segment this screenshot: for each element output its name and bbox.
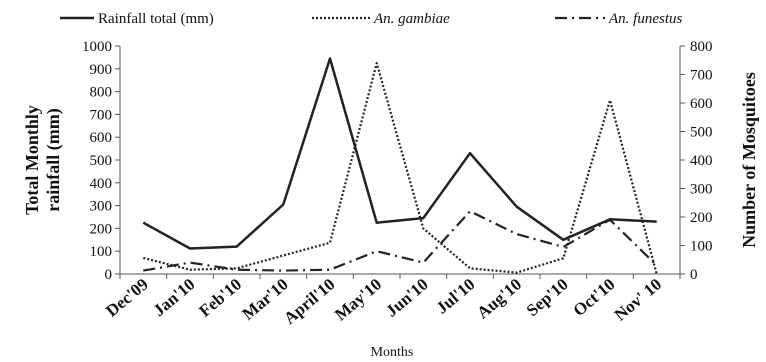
left-axis-title-line1: Total Monthly bbox=[22, 105, 42, 215]
left-tick-label: 800 bbox=[90, 85, 113, 101]
left-tick-label: 100 bbox=[90, 244, 113, 260]
right-axis-ticks: 0 100 200 300 400 500 600 700 800 bbox=[680, 39, 713, 283]
right-tick-label: 100 bbox=[690, 239, 713, 255]
right-tick-label: 500 bbox=[690, 125, 713, 141]
legend-label-rainfall: Rainfall total (mm) bbox=[98, 11, 214, 27]
x-tick-label: Sep'10 bbox=[523, 275, 572, 321]
legend: Rainfall total (mm) An. gambiae An. fune… bbox=[60, 11, 682, 27]
x-axis-ticks: Dec'09Jan'10Feb'10Mar'10April'10May'10Ju… bbox=[102, 274, 681, 328]
left-tick-label: 900 bbox=[90, 62, 113, 78]
right-tick-label: 700 bbox=[690, 68, 713, 84]
left-tick-label: 0 bbox=[105, 267, 113, 283]
x-tick-label: Feb'10 bbox=[195, 275, 245, 321]
left-tick-label: 200 bbox=[90, 221, 113, 237]
series-lines bbox=[142, 57, 658, 275]
left-tick-label: 500 bbox=[90, 153, 113, 169]
x-tick-label: April'10 bbox=[280, 275, 339, 328]
series-line-2 bbox=[143, 210, 658, 272]
left-tick-label: 400 bbox=[90, 176, 113, 192]
right-tick-label: 800 bbox=[690, 39, 713, 55]
legend-label-gambiae: An. gambiae bbox=[373, 11, 450, 27]
x-tick-label: Aug'10 bbox=[473, 275, 525, 323]
left-axis-ticks: 0 100 200 300 400 500 600 700 800 900 1000 bbox=[82, 39, 120, 283]
series-line-1 bbox=[143, 61, 658, 275]
x-tick-label: Oct'10 bbox=[569, 275, 618, 321]
x-tick-label: Jun'10 bbox=[382, 275, 432, 321]
left-tick-label: 300 bbox=[90, 199, 113, 215]
left-axis-title-line2: rainfall (mm) bbox=[43, 108, 64, 211]
right-tick-label: 600 bbox=[690, 96, 713, 112]
right-tick-label: 300 bbox=[690, 182, 713, 198]
right-tick-label: 400 bbox=[690, 153, 713, 169]
right-tick-label: 200 bbox=[690, 210, 713, 226]
left-tick-label: 700 bbox=[90, 107, 113, 123]
axes bbox=[119, 46, 681, 275]
right-tick-label: 0 bbox=[690, 267, 698, 283]
legend-label-funestus: An. funestus bbox=[608, 11, 682, 27]
x-tick-label: Nov' 10 bbox=[611, 275, 666, 325]
x-tick-label: Jan'10 bbox=[149, 275, 198, 321]
left-tick-label: 600 bbox=[90, 130, 113, 146]
x-tick-label: Jul'10 bbox=[432, 275, 478, 318]
series-line-0 bbox=[142, 57, 657, 250]
right-axis-title: Number of Mosquitoes bbox=[739, 72, 759, 248]
left-tick-label: 1000 bbox=[82, 39, 112, 55]
x-axis-title: Months bbox=[371, 345, 414, 360]
x-tick-label: May'10 bbox=[331, 275, 385, 325]
